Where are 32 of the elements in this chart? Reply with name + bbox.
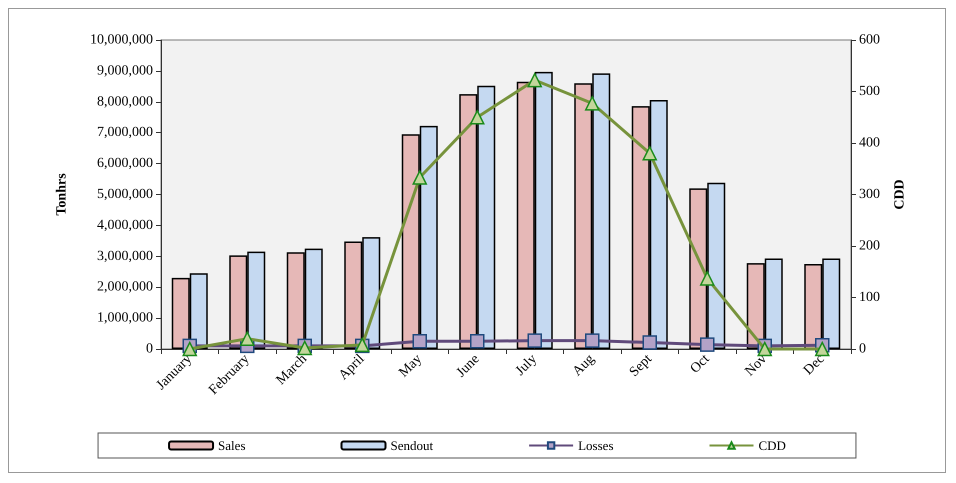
y2-tick-label: 100 <box>859 290 880 305</box>
x-tick-label: Nov <box>742 352 770 380</box>
x-tick-label: Oct <box>688 352 713 377</box>
y2-tick-label: 500 <box>859 84 880 99</box>
legend-label: Sendout <box>390 438 434 453</box>
y2-tick-label: 300 <box>859 187 880 202</box>
x-tick-label: July <box>512 352 540 379</box>
x-tick-label: Sept <box>626 352 656 380</box>
y-tick-label: 10,000,000 <box>90 32 153 48</box>
x-tick-label: Aug <box>570 352 598 380</box>
y2-tick-label: 200 <box>859 238 880 254</box>
y2-tick-label: 600 <box>859 32 880 48</box>
y-tick-label: 6,000,000 <box>97 156 153 172</box>
y-tick-label: 5,000,000 <box>97 187 153 202</box>
legend-label: Sales <box>218 438 246 453</box>
y-tick-label: 9,000,000 <box>97 63 153 78</box>
y-tick-label: 7,000,000 <box>97 125 153 140</box>
y-tick-label: 0 <box>146 342 153 356</box>
y-tick-label: 2,000,000 <box>97 280 153 295</box>
y2-axis-title: CDD <box>892 179 908 210</box>
y2-tick-label: 400 <box>859 136 880 150</box>
y-tick-label: 1,000,000 <box>97 310 153 326</box>
y2-tick-label: 0 <box>859 342 866 356</box>
x-tick-label: Dec <box>801 352 828 378</box>
y-tick-label: 3,000,000 <box>97 248 153 264</box>
y-tick-label: 4,000,000 <box>97 218 153 233</box>
y-tick-label: 8,000,000 <box>97 94 153 110</box>
x-tick-label: June <box>454 352 483 380</box>
x-tick-label: May <box>396 352 426 380</box>
y-axis-title: Tonhrs <box>54 172 70 216</box>
legend-label: CDD <box>758 438 786 453</box>
legend-label: Losses <box>578 438 614 453</box>
